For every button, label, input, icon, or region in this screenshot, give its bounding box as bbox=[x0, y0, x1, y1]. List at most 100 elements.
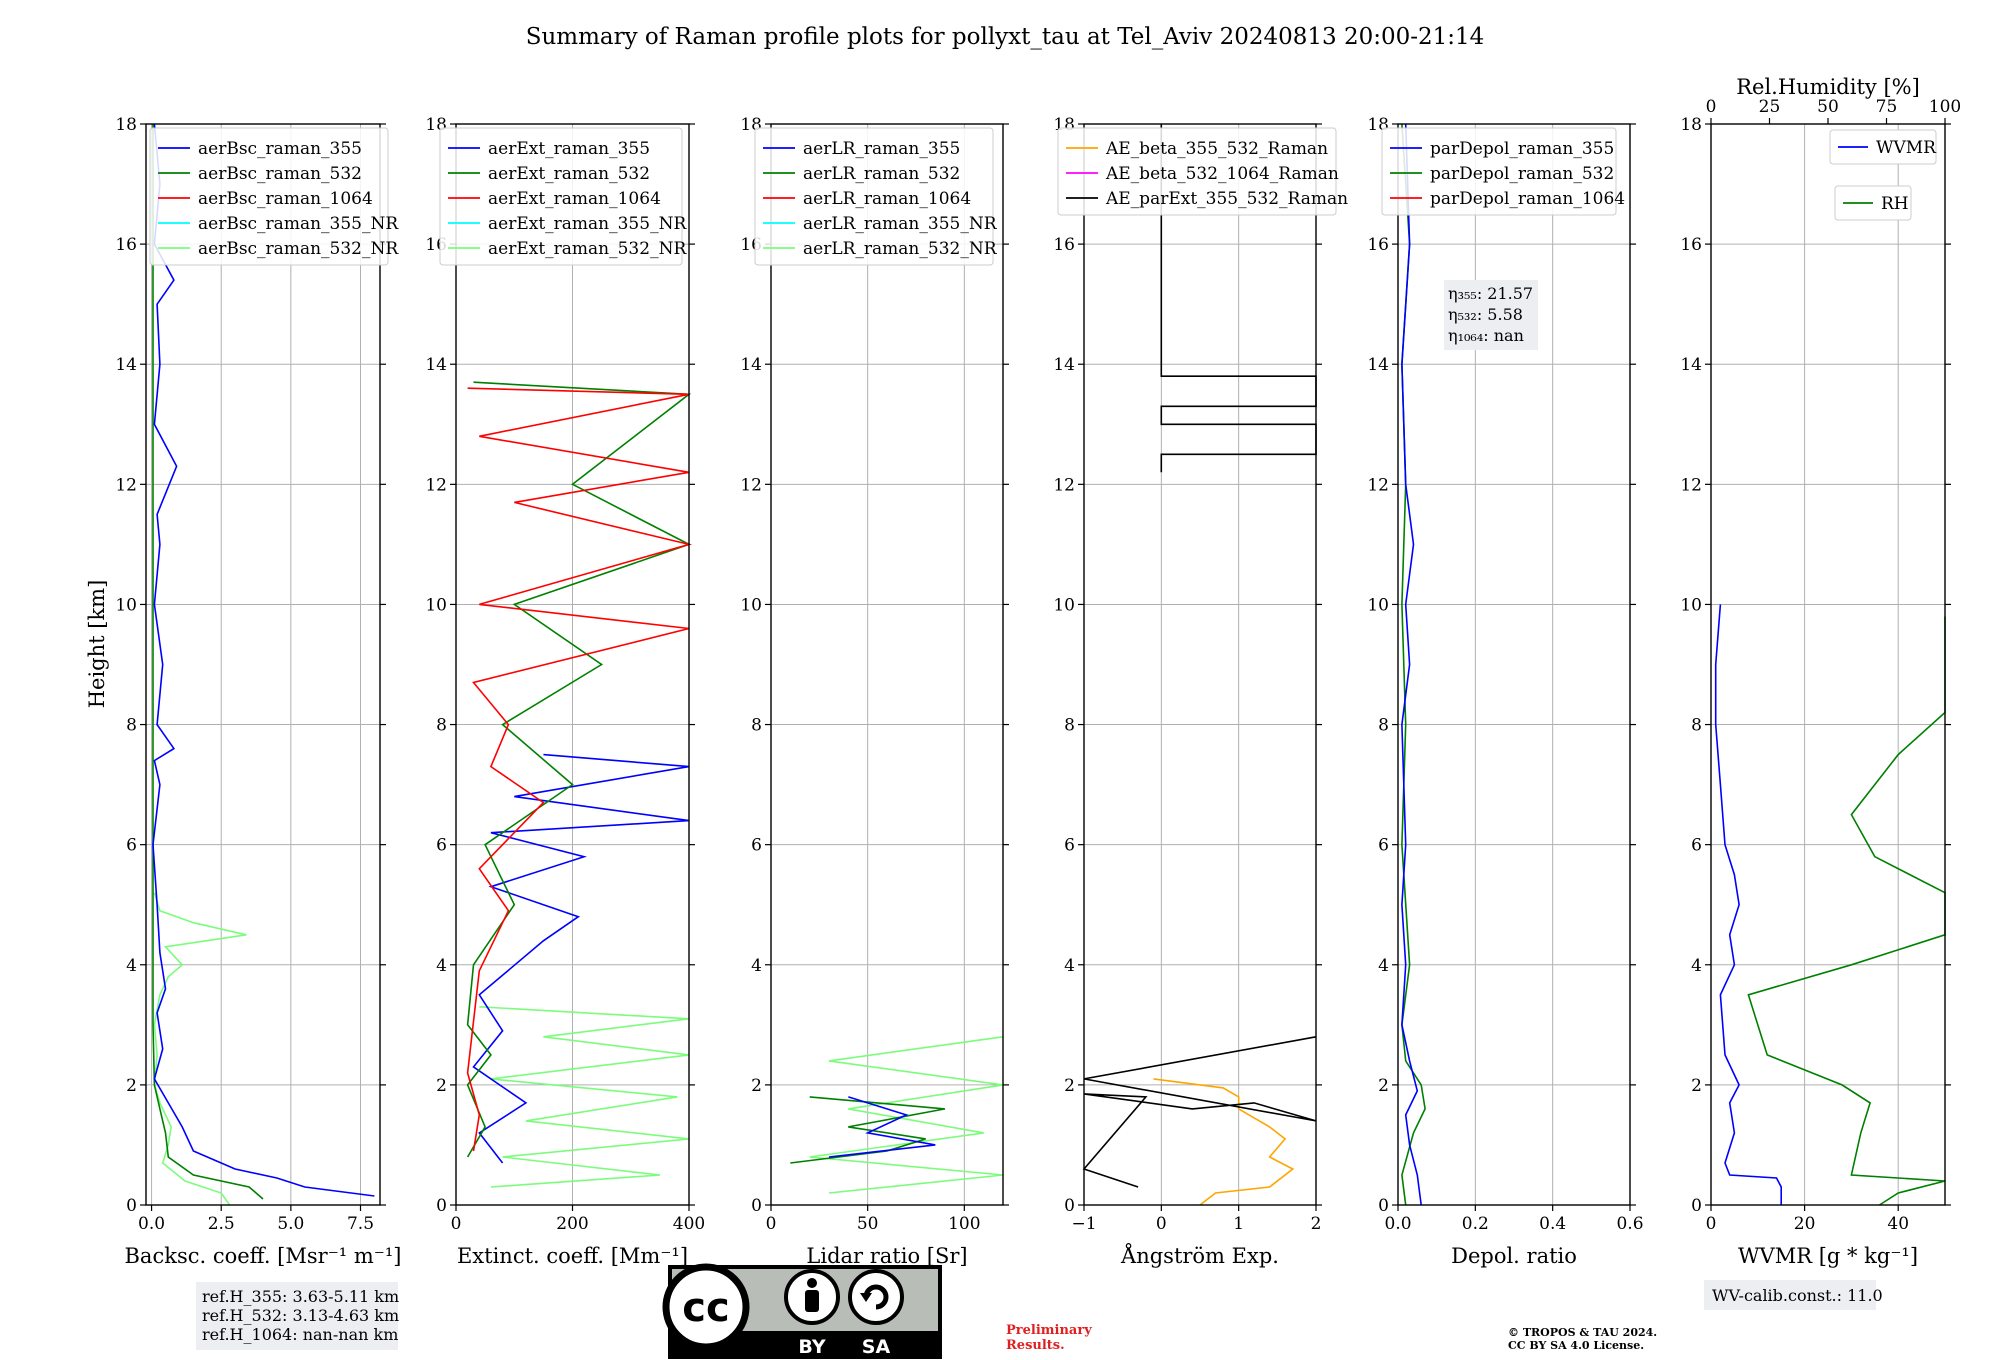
x-axis-label: Backsc. coeff. [Msr⁻¹ m⁻¹] bbox=[125, 1244, 402, 1268]
copyright-line1: © TROPOS & TAU 2024. bbox=[1508, 1326, 1657, 1339]
top-x-tick-label: 75 bbox=[1876, 97, 1898, 117]
y-tick-label: 12 bbox=[740, 475, 762, 495]
y-tick-label: 12 bbox=[425, 475, 447, 495]
x-axis-label: Ångström Exp. bbox=[1120, 1243, 1279, 1268]
eta-annotation-line: η₅₃₂: 5.58 bbox=[1448, 305, 1523, 324]
y-tick-label: 8 bbox=[436, 716, 447, 736]
x-axis-label: Lidar ratio [Sr] bbox=[806, 1244, 967, 1268]
eta-annotation-line: η₁₀₆₄: nan bbox=[1448, 326, 1524, 345]
ref-height-1064: ref.H_1064: nan-nan km bbox=[202, 1325, 398, 1344]
by-person-icon bbox=[784, 1269, 840, 1325]
axes-frame bbox=[770, 123, 1004, 1206]
x-tick-label: 1 bbox=[1233, 1214, 1244, 1234]
x-tick-label: 20 bbox=[1794, 1214, 1816, 1234]
y-tick-label: 14 bbox=[115, 355, 137, 375]
sa-share-alike-icon bbox=[848, 1269, 904, 1325]
y-tick-label: 8 bbox=[1691, 716, 1702, 736]
legend-label: aerExt_raman_532_NR bbox=[488, 239, 687, 259]
y-tick-label: 14 bbox=[1367, 355, 1389, 375]
y-tick-label: 0 bbox=[1378, 1196, 1389, 1216]
legend-label: aerExt_raman_1064 bbox=[488, 189, 661, 209]
y-tick-label: 2 bbox=[1064, 1076, 1075, 1096]
legend-label: parDepol_raman_532 bbox=[1430, 164, 1614, 184]
ref-heights-note: ref.H_355: 3.63-5.11 km ref.H_532: 3.13-… bbox=[196, 1282, 399, 1350]
legend-box bbox=[1829, 129, 1937, 165]
x-tick-label: 40 bbox=[1887, 1214, 1909, 1234]
legend-label: AE_beta_355_532_Raman bbox=[1105, 139, 1328, 159]
y-tick-label: 14 bbox=[1053, 355, 1075, 375]
y-tick-label: 6 bbox=[1378, 836, 1389, 856]
top-x-tick-label: 0 bbox=[1706, 97, 1717, 117]
series-line-0 bbox=[809, 1036, 1004, 1194]
legend-label: AE_beta_532_1064_Raman bbox=[1105, 164, 1339, 184]
legend-label: aerBsc_raman_355 bbox=[198, 139, 362, 159]
y-tick-label: 16 bbox=[1680, 235, 1702, 255]
y-tick-label: 8 bbox=[1378, 716, 1389, 736]
series-line-2 bbox=[152, 123, 375, 1197]
x-tick-label: 0 bbox=[766, 1214, 777, 1234]
legend-box bbox=[754, 127, 994, 266]
x-tick-label: 0 bbox=[1706, 1214, 1717, 1234]
axes-frame bbox=[145, 123, 381, 1206]
y-tick-label: 8 bbox=[751, 716, 762, 736]
x-tick-label: −1 bbox=[1071, 1214, 1096, 1234]
y-tick-label: 16 bbox=[115, 235, 137, 255]
x-tick-label: 0.0 bbox=[1384, 1214, 1411, 1234]
x-tick-label: 2.5 bbox=[208, 1214, 235, 1234]
y-tick-label: 10 bbox=[115, 595, 137, 615]
y-tick-label: 2 bbox=[436, 1076, 447, 1096]
x-axis-label: Depol. ratio bbox=[1451, 1244, 1577, 1268]
x-tick-label: 0.4 bbox=[1539, 1214, 1566, 1234]
series-line-2 bbox=[828, 1096, 936, 1158]
top-x-tick-label: 25 bbox=[1759, 97, 1781, 117]
y-tick-label: 4 bbox=[436, 956, 447, 976]
x-tick-label: 2 bbox=[1311, 1214, 1322, 1234]
preliminary-label-line2: Results. bbox=[1006, 1338, 1065, 1353]
wv-calib-box bbox=[1704, 1280, 1876, 1310]
y-tick-label: 2 bbox=[1691, 1076, 1702, 1096]
y-tick-label: 4 bbox=[751, 956, 762, 976]
series-line-0 bbox=[153, 892, 247, 1206]
x-tick-label: 7.5 bbox=[347, 1214, 374, 1234]
y-tick-label: 6 bbox=[436, 836, 447, 856]
x-tick-label: 0.0 bbox=[138, 1214, 165, 1234]
eta-annotation-line: η₃₅₅: 21.57 bbox=[1448, 284, 1533, 303]
figure-title: Summary of Raman profile plots for polly… bbox=[526, 24, 1485, 50]
copyright-line2: CC BY SA 4.0 License. bbox=[1508, 1339, 1644, 1352]
x-tick-label: 0.6 bbox=[1616, 1214, 1643, 1234]
sa-label: SA bbox=[862, 1336, 891, 1358]
y-tick-label: 10 bbox=[1680, 595, 1702, 615]
ref-height-355: ref.H_355: 3.63-5.11 km bbox=[202, 1287, 399, 1306]
y-tick-label: 4 bbox=[1378, 956, 1389, 976]
x-tick-label: 50 bbox=[857, 1214, 879, 1234]
x-tick-label: 0.2 bbox=[1462, 1214, 1489, 1234]
legend-label: aerBsc_raman_532_NR bbox=[198, 239, 399, 259]
y-tick-label: 2 bbox=[751, 1076, 762, 1096]
legend-label: aerLR_raman_355 bbox=[803, 139, 960, 159]
y-tick-label: 4 bbox=[1064, 956, 1075, 976]
y-tick-label: 6 bbox=[751, 836, 762, 856]
y-tick-label: 16 bbox=[1367, 235, 1389, 255]
cc-icon bbox=[662, 1263, 750, 1351]
x-tick-label: 0 bbox=[451, 1214, 462, 1234]
series-line-3 bbox=[466, 387, 693, 1152]
top-x-axis-label: Rel.Humidity [%] bbox=[1736, 75, 1920, 99]
series-line-1 bbox=[1082, 1036, 1317, 1188]
y-tick-label: 0 bbox=[436, 1196, 447, 1216]
x-tick-label: 200 bbox=[556, 1214, 588, 1234]
y-tick-label: 10 bbox=[1367, 595, 1389, 615]
x-tick-label: 400 bbox=[673, 1214, 705, 1234]
series-line-1 bbox=[472, 753, 690, 1164]
y-tick-label: 8 bbox=[1064, 716, 1075, 736]
y-tick-label: 0 bbox=[126, 1196, 137, 1216]
y-tick-label: 2 bbox=[1378, 1076, 1389, 1096]
y-tick-label: 4 bbox=[126, 956, 137, 976]
legend-label: aerLR_raman_532_NR bbox=[803, 239, 998, 259]
backscatter-panel: 0 2 4 6 8 10 12 14 16 18 0.0 2.5 5.0 7.5 Backsc. coeff… bbox=[115, 115, 401, 1268]
series-line-2 bbox=[1160, 124, 1317, 473]
x-tick-label: 100 bbox=[948, 1214, 980, 1234]
